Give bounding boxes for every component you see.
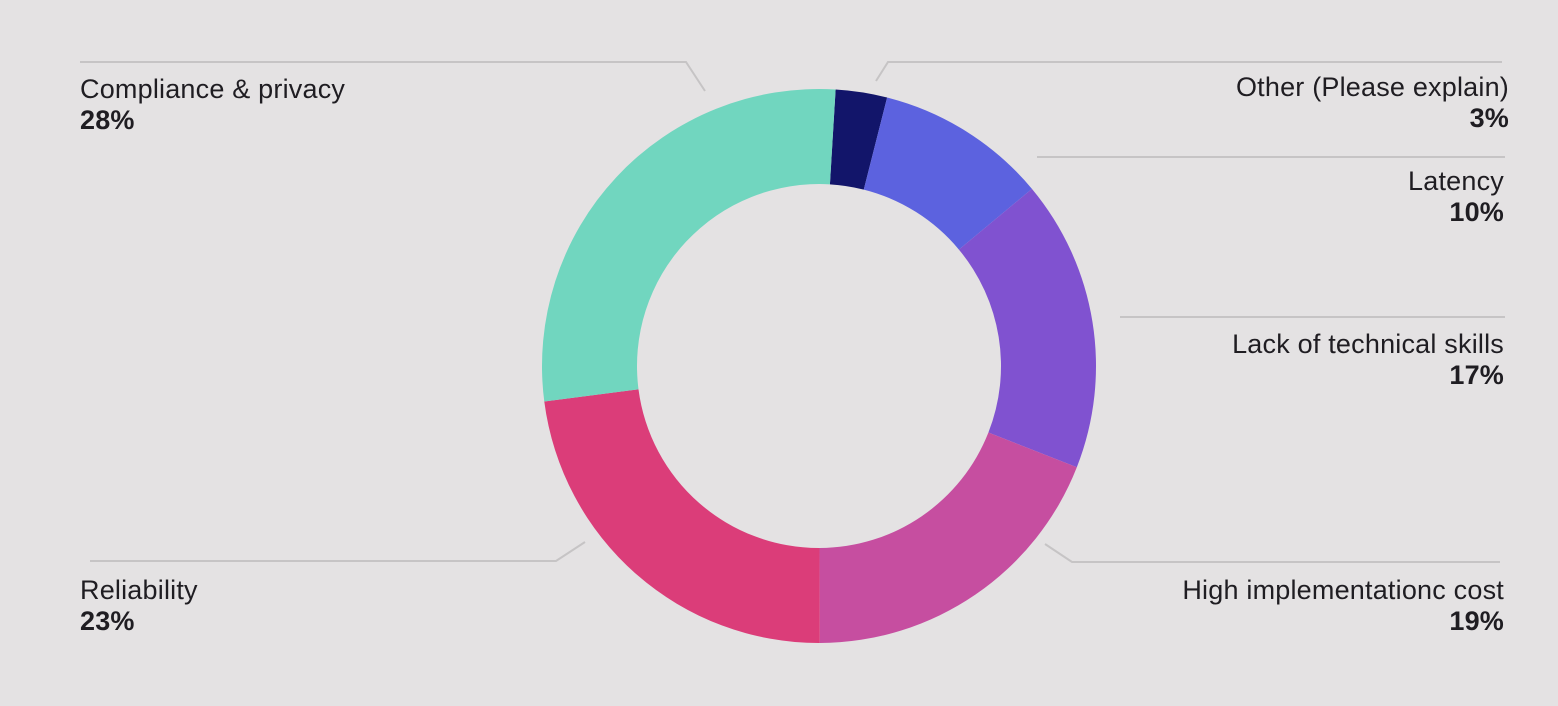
label-lack-of-technical-skills-name: Lack of technical skills <box>1232 329 1504 359</box>
slice-other-please-explain <box>829 89 888 190</box>
leader-other <box>875 61 1502 82</box>
label-high-implementation-cost: High implementationc cost 19% <box>1182 575 1504 637</box>
label-other: Other (Please explain) 3% <box>1236 72 1509 134</box>
label-high-implementation-cost-pct: 19% <box>1449 606 1504 636</box>
label-compliance-privacy: Compliance & privacy 28% <box>80 74 345 136</box>
label-reliability-name: Reliability <box>80 575 198 605</box>
slice-compliance-privacy <box>541 89 836 402</box>
label-other-name: Other (Please explain) <box>1235 72 1509 102</box>
slice-lack-of-technical-skills <box>958 188 1096 468</box>
leader-compliance-privacy <box>80 61 706 92</box>
label-lack-of-technical-skills-pct: 17% <box>1449 360 1504 390</box>
leader-reliability <box>90 541 586 562</box>
label-lack-of-technical-skills: Lack of technical skills 17% <box>1232 329 1504 391</box>
leader-high-implementation-cost <box>1044 543 1500 563</box>
label-latency-pct: 10% <box>1449 197 1504 227</box>
label-latency: Latency 10% <box>1408 166 1504 228</box>
slice-reliability <box>544 389 820 644</box>
label-reliability-pct: 23% <box>80 606 135 636</box>
slice-high-implementationc-cost <box>819 432 1077 643</box>
label-other-pct: 3% <box>1469 103 1509 133</box>
slice-latency <box>863 97 1032 250</box>
label-compliance-privacy-name: Compliance & privacy <box>80 74 346 104</box>
label-high-implementation-cost-name: High implementationc cost <box>1182 575 1504 605</box>
label-reliability: Reliability 23% <box>80 575 198 637</box>
label-latency-name: Latency <box>1408 166 1504 196</box>
label-compliance-privacy-pct: 28% <box>80 105 135 135</box>
